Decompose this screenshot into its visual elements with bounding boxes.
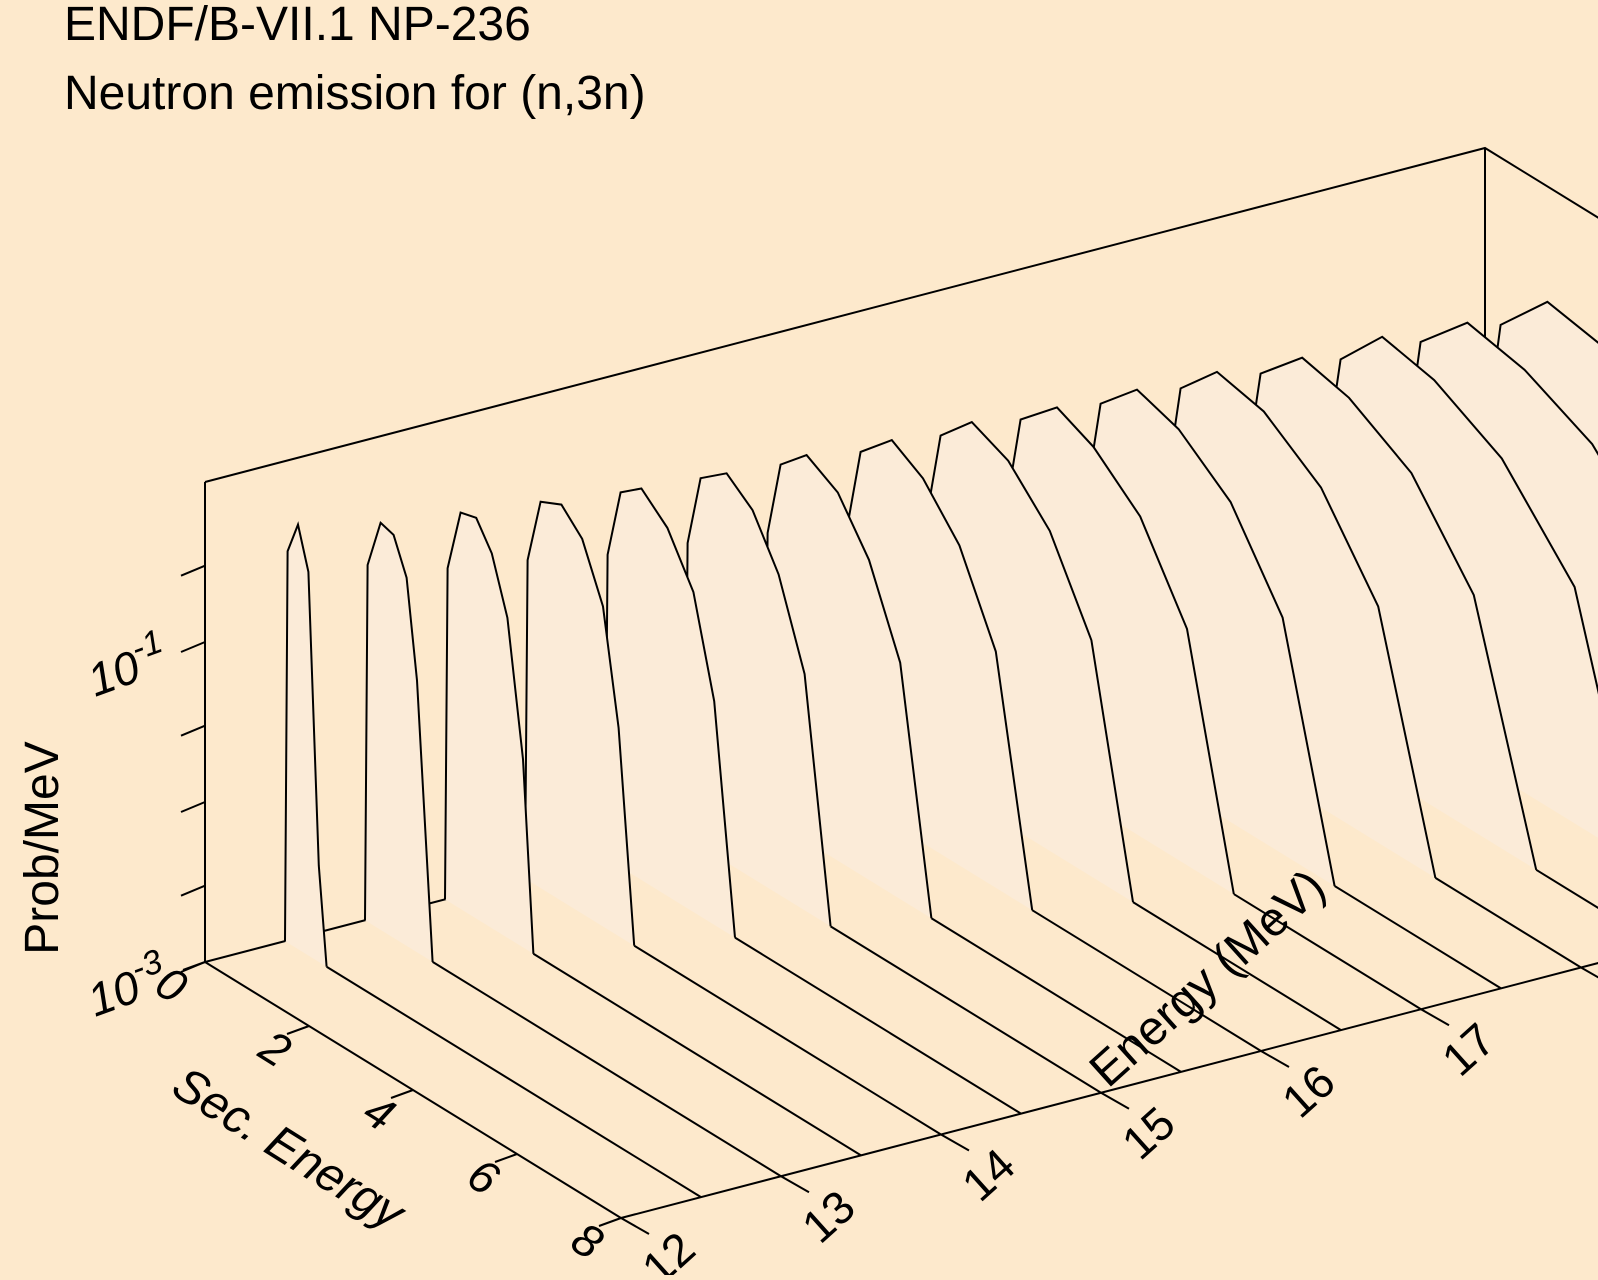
series-baseline — [734, 936, 1022, 1115]
y-tick-label: 16 — [1272, 1055, 1345, 1128]
series-curve — [284, 521, 702, 1198]
y-tick — [620, 1217, 650, 1235]
series-line — [604, 487, 736, 938]
series-baseline — [1132, 901, 1342, 1031]
series-fill — [285, 524, 327, 967]
series-baseline — [1233, 893, 1422, 1011]
series-baseline — [532, 952, 862, 1157]
x-tick — [494, 1153, 518, 1163]
y-tick-label: 17 — [1432, 1013, 1505, 1086]
z-axis-label: Prob/MeV — [16, 741, 69, 954]
series-fill — [365, 522, 433, 962]
y-tick-label: 14 — [952, 1138, 1025, 1211]
series-curve — [444, 511, 862, 1157]
x-tick — [598, 1217, 622, 1227]
x-tick-label: 2 — [250, 1019, 300, 1077]
z-tick — [180, 641, 206, 653]
x-tick-label: 6 — [459, 1148, 509, 1206]
x-tick — [390, 1089, 414, 1099]
series-line — [684, 472, 832, 927]
series-line — [844, 438, 1034, 911]
z-tick-label: 10-1 — [78, 622, 175, 706]
y-axis-label: Energy (MeV) — [1080, 860, 1336, 1098]
series-baseline — [1434, 877, 1582, 969]
series-baseline — [326, 965, 702, 1198]
series-baseline — [830, 925, 1102, 1094]
y-tick — [1580, 966, 1598, 979]
y-tick-label: 15 — [1112, 1096, 1185, 1169]
series-line — [364, 520, 434, 962]
y-tick — [780, 1175, 810, 1194]
series-fill — [605, 488, 735, 938]
y-tick — [940, 1133, 970, 1152]
x-axis-label: Sec. Energy — [163, 1057, 415, 1242]
y-tick — [1420, 1008, 1450, 1027]
y-tick-label: 13 — [792, 1180, 865, 1253]
series-baseline — [1334, 885, 1502, 990]
y-tick — [1260, 1050, 1290, 1068]
x-tick — [286, 1025, 310, 1035]
series-fill — [445, 512, 534, 954]
series-line — [444, 511, 535, 954]
series-line — [524, 500, 636, 946]
chart-title: ENDF/B-VII.1 NP-236 — [64, 0, 531, 51]
series-curve — [524, 500, 942, 1136]
x-tick — [182, 961, 206, 971]
series-fill — [525, 501, 635, 946]
chart-subtitle: Neutron emission for (n,3n) — [64, 67, 646, 120]
series-line — [764, 453, 933, 919]
series-curve — [604, 487, 1022, 1115]
y-tick — [1100, 1091, 1130, 1110]
x-tick-label: 8 — [563, 1212, 613, 1270]
z-tick — [180, 884, 206, 897]
z-tick — [180, 801, 206, 813]
y-tick-label: 18 — [1592, 971, 1598, 1044]
series-baseline — [1535, 868, 1598, 910]
series-baseline — [432, 960, 782, 1178]
x-tick-label: 4 — [355, 1084, 404, 1142]
series-baseline — [1031, 909, 1262, 1052]
series-curve — [364, 520, 782, 1178]
series-baseline — [633, 944, 942, 1136]
series-baseline — [930, 917, 1182, 1073]
series-line — [284, 521, 328, 967]
z-tick — [180, 564, 206, 577]
z-tick — [180, 724, 206, 737]
series-layer — [284, 300, 1598, 1198]
